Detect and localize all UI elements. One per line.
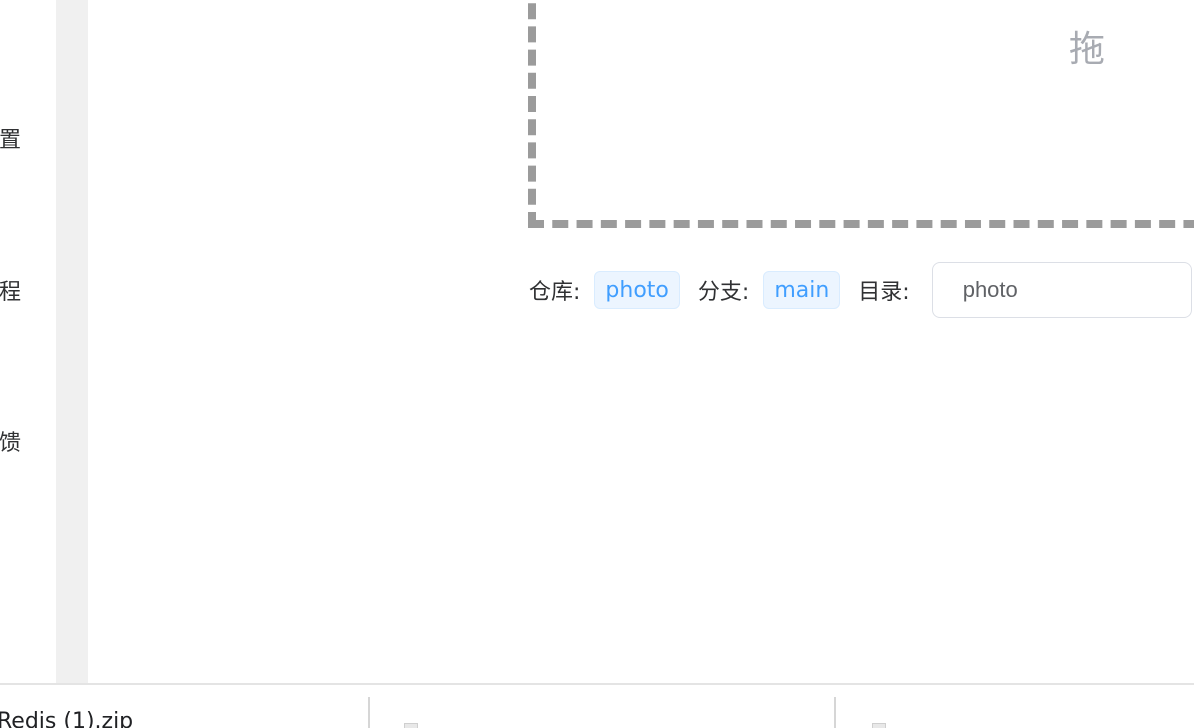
sidebar: 置 程 馈 xyxy=(0,0,56,683)
sidebar-item-settings[interactable]: 置 xyxy=(0,118,56,158)
download-item[interactable]: Redis (1).zip xyxy=(0,685,368,728)
download-item[interactable] xyxy=(836,685,1194,728)
sidebar-item-label: 馈 xyxy=(0,431,22,456)
repo-label: 仓库: xyxy=(529,280,581,305)
downloads-bar: Redis (1).zip xyxy=(0,683,1194,728)
download-divider xyxy=(834,697,836,728)
download-item[interactable] xyxy=(370,685,834,728)
repo-tag: photo xyxy=(594,271,680,309)
directory-label: 目录: xyxy=(858,280,910,305)
download-file-name: Redis (1).zip xyxy=(0,709,134,728)
sidebar-item-label: 程 xyxy=(0,280,22,305)
directory-input[interactable] xyxy=(931,262,1192,318)
upload-drop-hint: 拖 xyxy=(1069,29,1106,70)
sidebar-gutter xyxy=(56,0,88,683)
upload-dropzone[interactable] xyxy=(528,0,1194,228)
branch-label: 分支: xyxy=(697,280,750,305)
sidebar-item-tutorial[interactable]: 程 xyxy=(0,270,56,310)
file-icon xyxy=(872,723,886,728)
file-icon xyxy=(404,723,418,728)
main-content xyxy=(88,0,1194,683)
branch-tag: main xyxy=(763,271,841,309)
upload-meta-row: 仓库: photo 分支: main 目录: xyxy=(529,262,1192,318)
download-divider xyxy=(368,697,370,728)
sidebar-item-feedback[interactable]: 馈 xyxy=(0,421,56,461)
sidebar-item-label: 置 xyxy=(0,128,22,153)
